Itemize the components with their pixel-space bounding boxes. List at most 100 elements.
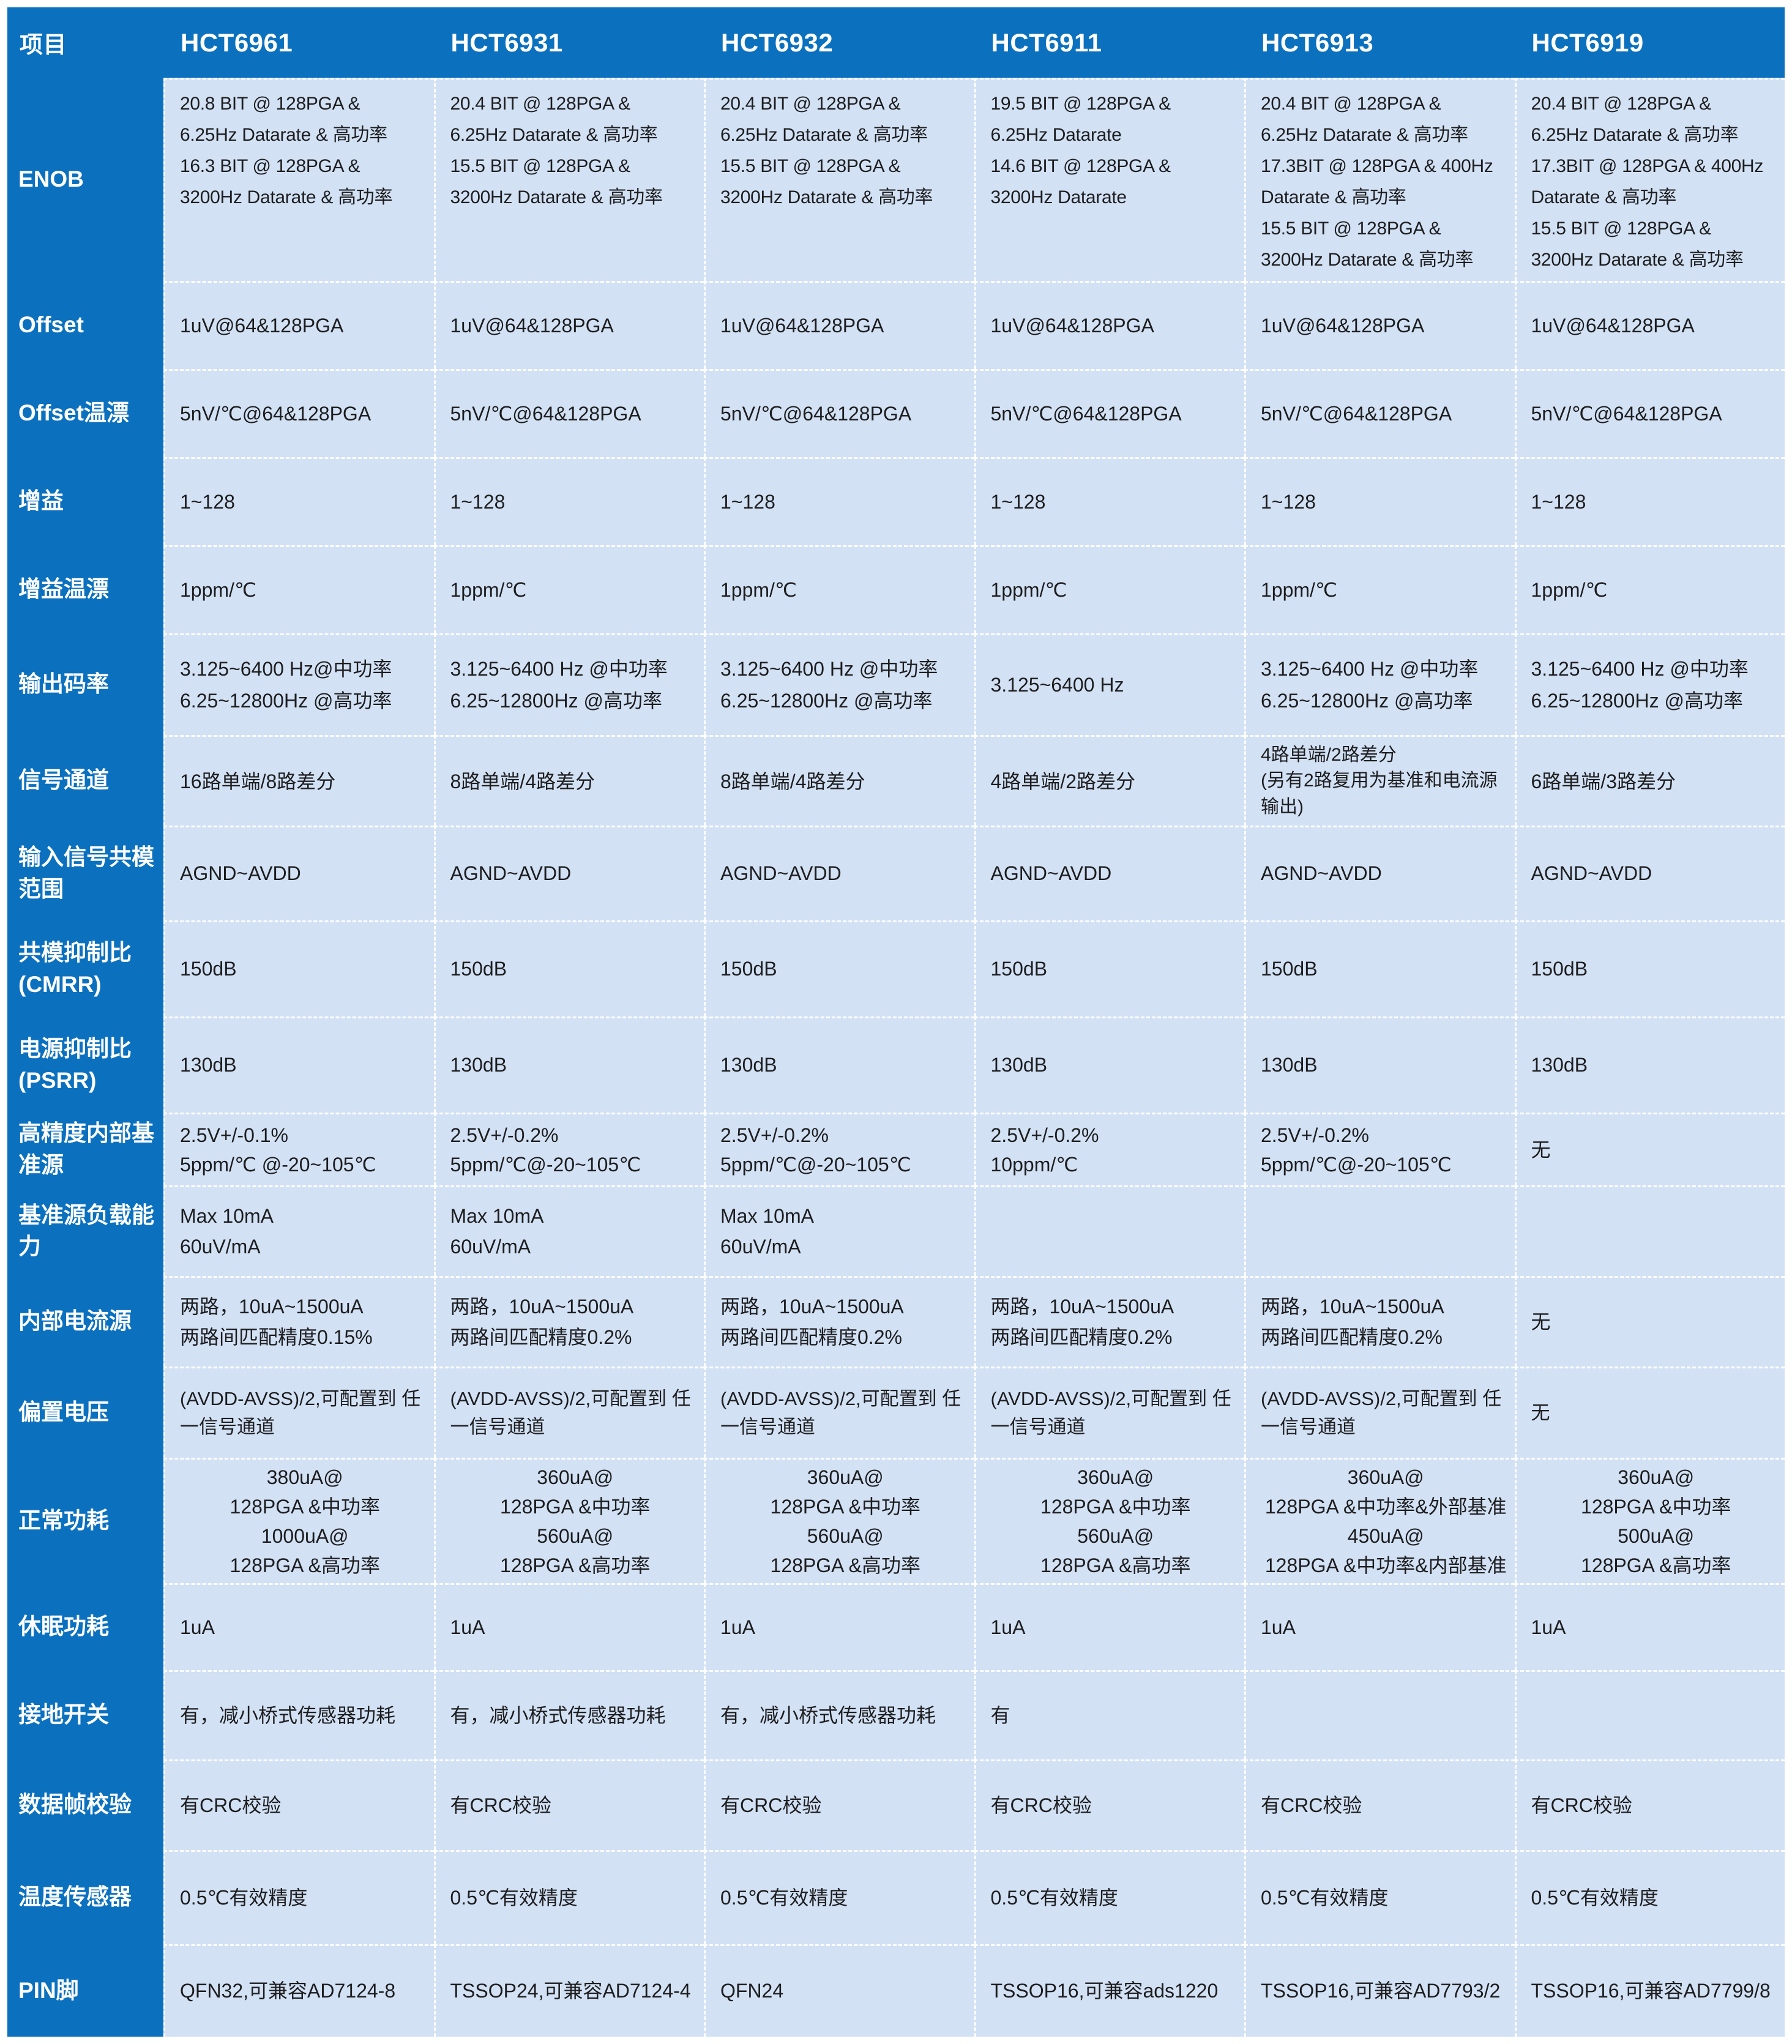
cell-pin-hct6961: QFN32,可兼容AD7124-8 [163, 1944, 434, 2037]
cell-cm_range-hct6919: AGND~AVDD [1514, 826, 1785, 920]
cell-crc_check-hct6932: 有CRC校验 [704, 1759, 974, 1850]
cell-sleep-hct6932: 1uA [704, 1583, 974, 1670]
cell-offset_drift-hct6961: 5nV/℃@64&128PGA [163, 369, 434, 457]
cell-gnd_switch-hct6913 [1244, 1670, 1515, 1759]
cell-power-hct6919: 360uA@ 128PGA &中功率 500uA@ 128PGA &高功率 [1514, 1458, 1785, 1583]
cell-cmrr-hct6961: 150dB [163, 920, 434, 1016]
cell-enob-hct6931: 20.4 BIT @ 128PGA & 6.25Hz Datarate & 高功… [433, 78, 704, 281]
cell-power-hct6913: 360uA@ 128PGA &中功率&外部基准 450uA@ 128PGA &中… [1244, 1458, 1515, 1583]
cell-vref_load-hct6913 [1244, 1185, 1515, 1276]
row-label-bias: 偏置电压 [7, 1367, 163, 1458]
cell-gain_drift-hct6931: 1ppm/℃ [433, 545, 704, 633]
row-label-isrc: 内部电流源 [7, 1276, 163, 1367]
cell-datarate-hct6931: 3.125~6400 Hz @中功率 6.25~12800Hz @高功率 [433, 633, 704, 735]
cell-cmrr-hct6932: 150dB [704, 920, 974, 1016]
cell-psrr-hct6931: 130dB [433, 1016, 704, 1113]
cell-bias-hct6919: 无 [1514, 1367, 1785, 1458]
cell-bias-hct6911: (AVDD-AVSS)/2,可配置到 任 一信号通道 [974, 1367, 1244, 1458]
cell-gain_drift-hct6961: 1ppm/℃ [163, 545, 434, 633]
cell-offset-hct6911: 1uV@64&128PGA [974, 281, 1244, 369]
cell-offset_drift-hct6913: 5nV/℃@64&128PGA [1244, 369, 1515, 457]
cell-channels-hct6911: 4路单端/2路差分 [974, 735, 1244, 826]
column-header-hct6911: HCT6911 [974, 7, 1244, 78]
row-label-crc_check: 数据帧校验 [7, 1759, 163, 1850]
cell-gnd_switch-hct6919 [1514, 1670, 1785, 1759]
cell-gnd_switch-hct6911: 有 [974, 1670, 1244, 1759]
cell-gnd_switch-hct6932: 有，减小桥式传感器功耗 [704, 1670, 974, 1759]
cell-offset_drift-hct6911: 5nV/℃@64&128PGA [974, 369, 1244, 457]
cell-gain-hct6919: 1~128 [1514, 457, 1785, 545]
row-label-sleep: 休眠功耗 [7, 1583, 163, 1670]
cell-gain_drift-hct6932: 1ppm/℃ [704, 545, 974, 633]
cell-sleep-hct6911: 1uA [974, 1583, 1244, 1670]
cell-crc_check-hct6961: 有CRC校验 [163, 1759, 434, 1850]
cell-psrr-hct6911: 130dB [974, 1016, 1244, 1113]
cell-psrr-hct6932: 130dB [704, 1016, 974, 1113]
row-label-enob: ENOB [7, 78, 163, 281]
cell-isrc-hct6961: 两路，10uA~1500uA 两路间匹配精度0.15% [163, 1276, 434, 1367]
row-label-offset_drift: Offset温漂 [7, 369, 163, 457]
cell-vref_load-hct6931: Max 10mA 60uV/mA [433, 1185, 704, 1276]
cell-cmrr-hct6919: 150dB [1514, 920, 1785, 1016]
cell-vref_load-hct6919 [1514, 1185, 1785, 1276]
cell-gain-hct6932: 1~128 [704, 457, 974, 545]
cell-isrc-hct6913: 两路，10uA~1500uA 两路间匹配精度0.2% [1244, 1276, 1515, 1367]
cell-power-hct6931: 360uA@ 128PGA &中功率 560uA@ 128PGA &高功率 [433, 1458, 704, 1583]
cell-vref-hct6931: 2.5V+/-0.2% 5ppm/℃@-20~105℃ [433, 1113, 704, 1185]
column-header-hct6961: HCT6961 [163, 7, 434, 78]
cell-cmrr-hct6913: 150dB [1244, 920, 1515, 1016]
cell-power-hct6961: 380uA@ 128PGA &中功率 1000uA@ 128PGA &高功率 [163, 1458, 434, 1583]
cell-channels-hct6913: 4路单端/2路差分 (另有2路复用为基准和电流源 输出) [1244, 735, 1515, 826]
cell-vref_load-hct6961: Max 10mA 60uV/mA [163, 1185, 434, 1276]
cell-offset-hct6919: 1uV@64&128PGA [1514, 281, 1785, 369]
column-header-hct6931: HCT6931 [433, 7, 704, 78]
cell-enob-hct6913: 20.4 BIT @ 128PGA & 6.25Hz Datarate & 高功… [1244, 78, 1515, 281]
cell-isrc-hct6919: 无 [1514, 1276, 1785, 1367]
cell-vref_load-hct6932: Max 10mA 60uV/mA [704, 1185, 974, 1276]
cell-crc_check-hct6911: 有CRC校验 [974, 1759, 1244, 1850]
cell-datarate-hct6911: 3.125~6400 Hz [974, 633, 1244, 735]
cell-vref_load-hct6911 [974, 1185, 1244, 1276]
row-label-power: 正常功耗 [7, 1458, 163, 1583]
cell-channels-hct6931: 8路单端/4路差分 [433, 735, 704, 826]
cell-gain_drift-hct6913: 1ppm/℃ [1244, 545, 1515, 633]
cell-temp_sensor-hct6919: 0.5℃有效精度 [1514, 1850, 1785, 1944]
cell-crc_check-hct6919: 有CRC校验 [1514, 1759, 1785, 1850]
cell-cm_range-hct6931: AGND~AVDD [433, 826, 704, 920]
spec-comparison-table: 项目 HCT6961 HCT6931 HCT6932 HCT6911 HCT69… [7, 7, 1785, 2037]
cell-temp_sensor-hct6961: 0.5℃有效精度 [163, 1850, 434, 1944]
cell-datarate-hct6919: 3.125~6400 Hz @中功率 6.25~12800Hz @高功率 [1514, 633, 1785, 735]
cell-channels-hct6932: 8路单端/4路差分 [704, 735, 974, 826]
cell-datarate-hct6913: 3.125~6400 Hz @中功率 6.25~12800Hz @高功率 [1244, 633, 1515, 735]
cell-cm_range-hct6961: AGND~AVDD [163, 826, 434, 920]
cell-enob-hct6932: 20.4 BIT @ 128PGA & 6.25Hz Datarate & 高功… [704, 78, 974, 281]
cell-gain-hct6913: 1~128 [1244, 457, 1515, 545]
cell-sleep-hct6919: 1uA [1514, 1583, 1785, 1670]
cell-gain-hct6961: 1~128 [163, 457, 434, 545]
cell-cmrr-hct6931: 150dB [433, 920, 704, 1016]
cell-datarate-hct6932: 3.125~6400 Hz @中功率 6.25~12800Hz @高功率 [704, 633, 974, 735]
column-header-hct6913: HCT6913 [1244, 7, 1515, 78]
row-label-vref_load: 基准源负载能力 [7, 1185, 163, 1276]
cell-vref-hct6911: 2.5V+/-0.2% 10ppm/℃ [974, 1113, 1244, 1185]
column-header-item: 项目 [7, 7, 163, 78]
cell-vref-hct6932: 2.5V+/-0.2% 5ppm/℃@-20~105℃ [704, 1113, 974, 1185]
cell-cm_range-hct6913: AGND~AVDD [1244, 826, 1515, 920]
cell-channels-hct6919: 6路单端/3路差分 [1514, 735, 1785, 826]
cell-temp_sensor-hct6911: 0.5℃有效精度 [974, 1850, 1244, 1944]
cell-vref-hct6913: 2.5V+/-0.2% 5ppm/℃@-20~105℃ [1244, 1113, 1515, 1185]
cell-enob-hct6961: 20.8 BIT @ 128PGA & 6.25Hz Datarate & 高功… [163, 78, 434, 281]
cell-gain_drift-hct6919: 1ppm/℃ [1514, 545, 1785, 633]
row-label-vref: 高精度内部基准源 [7, 1113, 163, 1185]
column-header-hct6919: HCT6919 [1514, 7, 1785, 78]
cell-psrr-hct6913: 130dB [1244, 1016, 1515, 1113]
cell-offset-hct6931: 1uV@64&128PGA [433, 281, 704, 369]
cell-temp_sensor-hct6932: 0.5℃有效精度 [704, 1850, 974, 1944]
cell-temp_sensor-hct6931: 0.5℃有效精度 [433, 1850, 704, 1944]
cell-offset_drift-hct6919: 5nV/℃@64&128PGA [1514, 369, 1785, 457]
column-header-hct6932: HCT6932 [704, 7, 974, 78]
cell-pin-hct6913: TSSOP16,可兼容AD7793/2 [1244, 1944, 1515, 2037]
cell-bias-hct6932: (AVDD-AVSS)/2,可配置到 任 一信号通道 [704, 1367, 974, 1458]
cell-pin-hct6931: TSSOP24,可兼容AD7124-4 [433, 1944, 704, 2037]
